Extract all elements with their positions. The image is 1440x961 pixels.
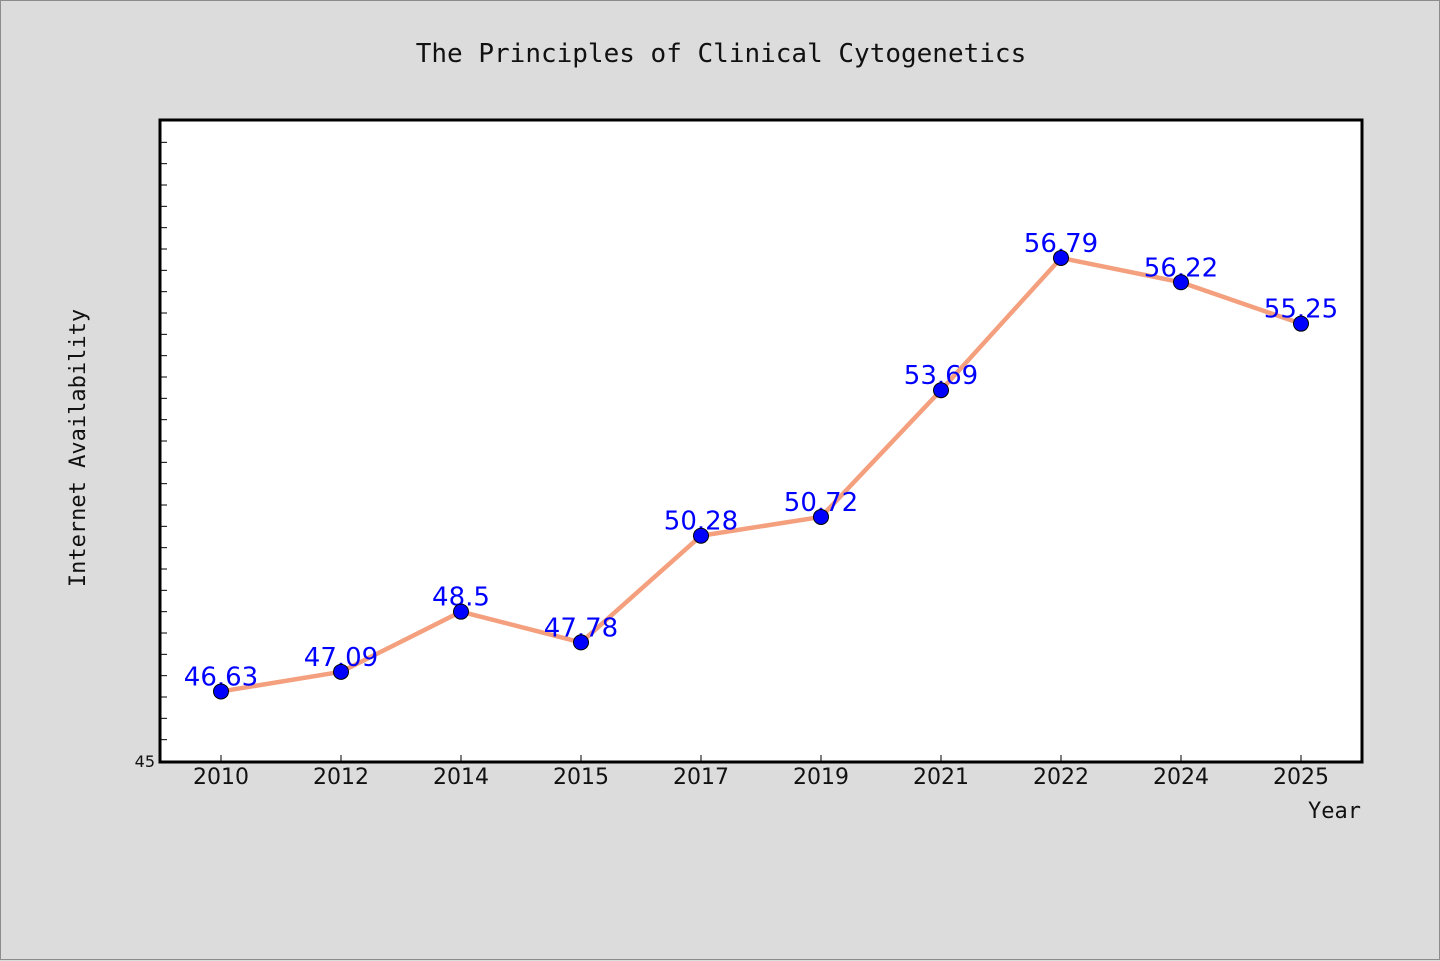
plot-area (158, 118, 1364, 764)
data-point (453, 603, 469, 620)
x-tick-label: 2022 (1033, 765, 1089, 790)
x-tick-label: 2010 (193, 765, 249, 790)
data-point (693, 527, 709, 544)
data-point (1293, 315, 1309, 332)
x-tick-label: 2014 (433, 765, 489, 790)
x-tick-label: 2021 (913, 765, 969, 790)
y-axis-label: Internet Availability (66, 309, 91, 587)
x-tick-label: 2024 (1153, 765, 1209, 790)
x-tick-label: 2025 (1273, 765, 1329, 790)
x-tick-label: 2012 (313, 765, 369, 790)
x-axis-ticks: 2010 2012 2014 2015 2017 2019 2021 2022 2024 2025 (193, 755, 1329, 790)
series-line (218, 255, 1304, 694)
x-tick-label: 2017 (673, 765, 729, 790)
x-tick-label: 2019 (793, 765, 849, 790)
data-point (933, 382, 949, 399)
data-point (1053, 249, 1069, 266)
data-point (813, 508, 829, 525)
series-layer: 46.6347.0948.547.7850.2850.7253.6956.795… (184, 229, 1338, 700)
x-axis-label: Year (1308, 799, 1361, 824)
data-point (213, 683, 229, 700)
data-point (333, 663, 349, 680)
data-point (573, 634, 589, 651)
chart-title: The Principles of Clinical Cytogenetics (416, 39, 1026, 69)
y-axis-ticks: 45 (135, 141, 167, 771)
data-point (1173, 274, 1189, 291)
x-tick-label: 2015 (553, 765, 609, 790)
y-tick-label: 45 (135, 752, 155, 771)
